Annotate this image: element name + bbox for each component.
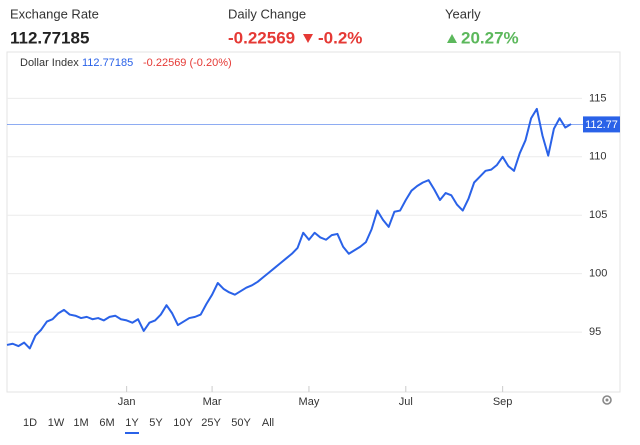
down-arrow [303,34,313,43]
price-line [6,107,572,350]
range-button[interactable]: 1D [23,417,37,429]
last-value-label: 112.77 [585,119,618,131]
range-button[interactable]: 50Y [231,417,251,429]
range-button[interactable]: 1M [73,417,88,429]
range-button[interactable]: 1W [48,417,65,429]
range-buttons: 1D 1W 1M 6M 1Y 5Y 10Y 25Y 50Y All [23,417,274,434]
range-button[interactable]: 10Y [173,417,193,429]
y-tick-label: 95 [589,326,601,338]
range-button[interactable]: All [262,417,274,429]
y-tick-label: 100 [589,268,607,280]
last-value-box [583,116,620,133]
legend-value: 112.77185 [82,57,133,69]
settings-icon[interactable] [602,395,612,405]
daily-change: -0.22569 [228,28,295,47]
y-tick-label: 115 [589,92,607,104]
up-arrow [447,34,457,43]
range-button[interactable]: 1Y [125,417,139,429]
chart-frame [6,51,621,393]
plot: 95 100 105 110 115 Jan Mar May Jul Sep 112.77 [6,92,620,408]
range-button[interactable]: 6M [99,417,114,429]
yearly-label: Yearly [445,6,481,21]
range-button[interactable]: 25Y [201,417,221,429]
legend-name: Dollar Index [20,57,79,69]
range-button[interactable]: 5Y [149,417,163,429]
legend-change: -0.22569 (-0.20%) [143,57,232,69]
exchange-rate-label: Exchange Rate [10,6,99,21]
exchange-rate: 112.77185 [10,28,89,47]
x-tick-label: Sep [493,396,513,408]
yearly: 20.27% [461,28,519,47]
x-tick-label: Jul [399,396,413,408]
y-tick-label: 105 [589,209,607,221]
daily-change-label: Daily Change [228,6,306,21]
daily-change-pct: -0.2% [318,28,362,47]
x-tick-label: May [299,396,320,408]
y-tick-label: 110 [589,151,607,163]
x-tick-label: Jan [118,396,136,408]
x-tick-label: Mar [203,396,222,408]
